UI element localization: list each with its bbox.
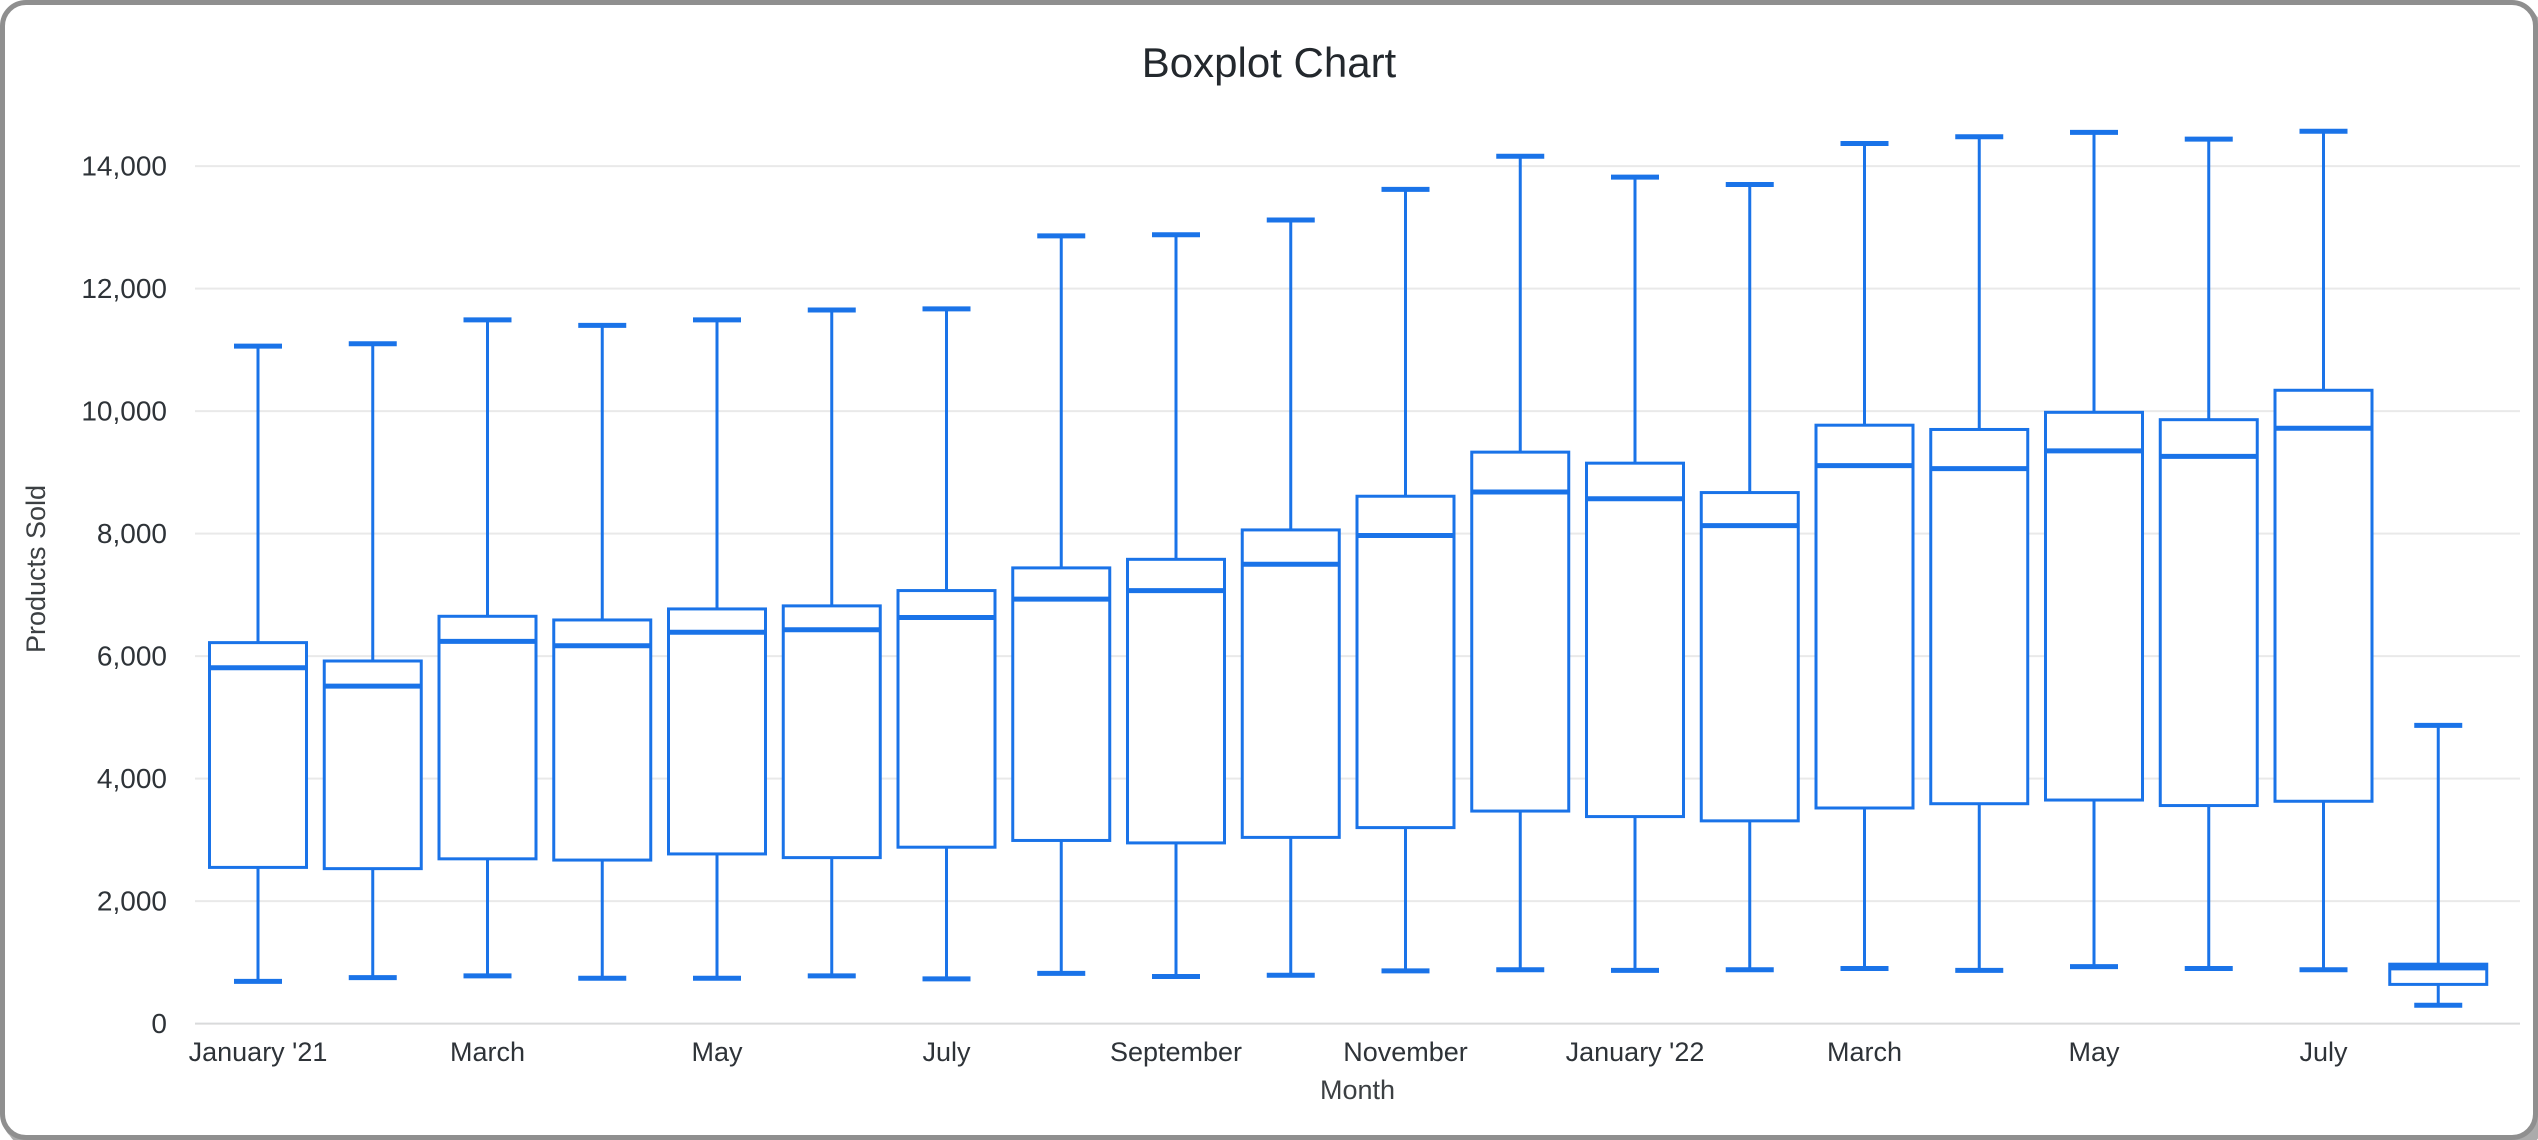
boxplot-may[interactable] (2044, 129, 2144, 970)
iqr-box (1585, 461, 1685, 819)
boxplot-box-4[interactable] (552, 322, 653, 981)
iqr-box (1929, 427, 2030, 806)
boxplot-july[interactable] (896, 306, 997, 982)
y-axis-title: Products Sold (21, 485, 51, 653)
iqr-box (1470, 450, 1571, 813)
iqr-box (781, 604, 882, 860)
boxplot-canvas: 0 2,000 4,000 6,000 8,000 10,000 12,000 14,000 J… (21, 128, 2520, 1105)
iqr-box (1699, 491, 1800, 823)
boxplot-box-14[interactable] (1699, 181, 1800, 973)
boxplot-january-22[interactable] (1585, 174, 1685, 973)
x-tick-label: March (1827, 1037, 1902, 1067)
iqr-box (322, 659, 423, 871)
boxplot-march[interactable] (1814, 140, 1915, 971)
iqr-box (208, 641, 308, 869)
x-axis-labels-group: January '21 March May July September November… (189, 1037, 2348, 1067)
x-tick-label: September (1110, 1037, 1242, 1067)
boxplot-may[interactable] (667, 317, 767, 981)
iqr-box (1126, 557, 1226, 845)
y-tick-label: 12,000 (81, 273, 167, 304)
chart-title: Boxplot Chart (1141, 39, 1397, 86)
boxplots-group (208, 128, 2489, 1008)
boxplot-box-18[interactable] (2158, 136, 2259, 971)
iqr-box (2273, 388, 2374, 803)
boxplot-box-10[interactable] (1240, 217, 1341, 978)
x-tick-label: May (2068, 1037, 2120, 1067)
boxplot-box-16[interactable] (1929, 134, 2030, 973)
boxplot-box-2[interactable] (322, 341, 423, 981)
boxplot-box-12[interactable] (1470, 153, 1571, 973)
x-tick-label: January '21 (189, 1037, 328, 1067)
boxplot-box-6[interactable] (781, 307, 882, 979)
iqr-box (1011, 566, 1112, 842)
x-tick-label: November (1343, 1037, 1468, 1067)
x-axis-title: Month (1320, 1075, 1395, 1105)
boxplot-january-21[interactable] (208, 343, 308, 984)
y-tick-label: 14,000 (81, 151, 167, 182)
iqr-box (552, 618, 653, 862)
x-tick-label: July (2299, 1037, 2348, 1067)
iqr-box (667, 607, 767, 856)
x-tick-label: March (450, 1037, 525, 1067)
x-tick-label: May (691, 1037, 743, 1067)
boxplot-box-8[interactable] (1011, 233, 1112, 976)
y-tick-label: 8,000 (97, 518, 167, 549)
y-tick-label: 6,000 (97, 641, 167, 672)
x-tick-label: July (922, 1037, 971, 1067)
y-tick-label: 0 (151, 1008, 167, 1039)
x-tick-label: January '22 (1566, 1037, 1705, 1067)
iqr-box (437, 614, 538, 861)
y-tick-label: 2,000 (97, 886, 167, 917)
y-tick-label: 10,000 (81, 396, 167, 427)
iqr-box (896, 589, 997, 849)
iqr-box (2158, 418, 2259, 808)
iqr-box (1355, 494, 1456, 830)
iqr-box (1814, 423, 1915, 810)
y-tick-label: 4,000 (97, 763, 167, 794)
boxplot-november[interactable] (1355, 186, 1456, 974)
iqr-box (2044, 410, 2144, 802)
boxplot-march[interactable] (437, 317, 538, 979)
boxplot-box-20[interactable] (2388, 722, 2489, 1008)
boxplot-september[interactable] (1126, 232, 1226, 979)
iqr-box (1240, 528, 1341, 839)
boxplot-july[interactable] (2273, 128, 2374, 973)
